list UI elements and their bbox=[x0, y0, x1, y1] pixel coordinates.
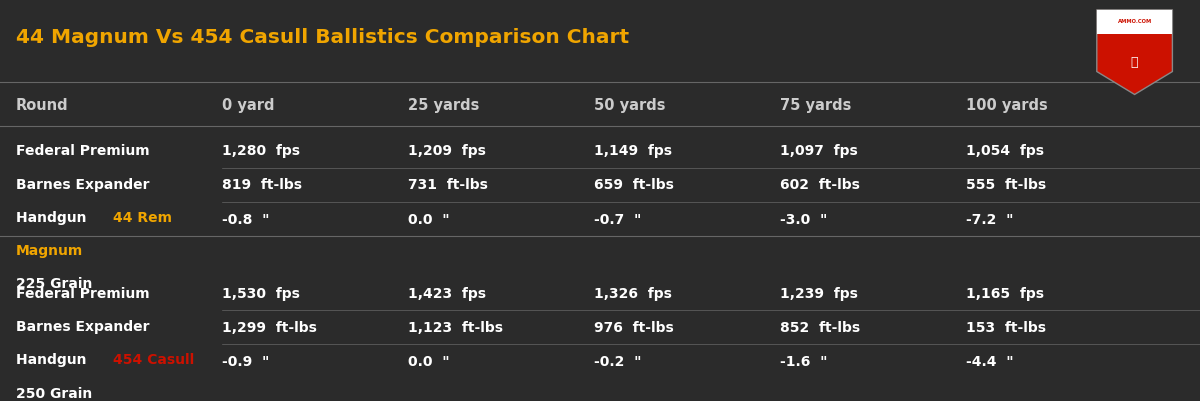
Text: 100 yards: 100 yards bbox=[966, 98, 1048, 113]
Text: 454 Casull: 454 Casull bbox=[113, 353, 194, 367]
Text: 25 yards: 25 yards bbox=[408, 98, 479, 113]
Text: 976  ft-lbs: 976 ft-lbs bbox=[594, 321, 673, 335]
Text: -3.0  ": -3.0 " bbox=[780, 213, 827, 227]
Text: 225 Grain: 225 Grain bbox=[16, 277, 92, 292]
Polygon shape bbox=[1097, 10, 1172, 34]
Text: 0 yard: 0 yard bbox=[222, 98, 275, 113]
Text: 44 Rem: 44 Rem bbox=[113, 211, 172, 225]
Text: Handgun: Handgun bbox=[16, 211, 91, 225]
Text: Handgun: Handgun bbox=[16, 353, 91, 367]
Text: 1,209  fps: 1,209 fps bbox=[408, 144, 486, 158]
Text: 1,123  ft-lbs: 1,123 ft-lbs bbox=[408, 321, 503, 335]
Text: 555  ft-lbs: 555 ft-lbs bbox=[966, 178, 1046, 192]
Text: Magnum: Magnum bbox=[16, 244, 83, 258]
Text: 1,326  fps: 1,326 fps bbox=[594, 287, 672, 301]
Text: 659  ft-lbs: 659 ft-lbs bbox=[594, 178, 674, 192]
Text: 1,097  fps: 1,097 fps bbox=[780, 144, 858, 158]
Text: 🔫: 🔫 bbox=[1130, 56, 1139, 69]
Text: 44 Magnum Vs 454 Casull Ballistics Comparison Chart: 44 Magnum Vs 454 Casull Ballistics Compa… bbox=[16, 28, 629, 47]
Text: 1,299  ft-lbs: 1,299 ft-lbs bbox=[222, 321, 317, 335]
Text: 1,530  fps: 1,530 fps bbox=[222, 287, 300, 301]
Text: Round: Round bbox=[16, 98, 68, 113]
Text: -1.6  ": -1.6 " bbox=[780, 355, 828, 369]
Text: -7.2  ": -7.2 " bbox=[966, 213, 1014, 227]
Text: -0.7  ": -0.7 " bbox=[594, 213, 641, 227]
Text: Federal Premium: Federal Premium bbox=[16, 144, 149, 158]
Text: 1,280  fps: 1,280 fps bbox=[222, 144, 300, 158]
Text: AMMO.COM: AMMO.COM bbox=[1117, 19, 1152, 24]
Text: 1,054  fps: 1,054 fps bbox=[966, 144, 1044, 158]
Text: 250 Grain: 250 Grain bbox=[16, 387, 92, 401]
Text: 75 yards: 75 yards bbox=[780, 98, 851, 113]
Text: -0.2  ": -0.2 " bbox=[594, 355, 642, 369]
Text: 153  ft-lbs: 153 ft-lbs bbox=[966, 321, 1046, 335]
Text: Federal Premium: Federal Premium bbox=[16, 287, 149, 301]
Text: 1,239  fps: 1,239 fps bbox=[780, 287, 858, 301]
Text: 0.0  ": 0.0 " bbox=[408, 213, 450, 227]
Text: -4.4  ": -4.4 " bbox=[966, 355, 1014, 369]
Text: 1,423  fps: 1,423 fps bbox=[408, 287, 486, 301]
Text: Barnes Expander: Barnes Expander bbox=[16, 320, 149, 334]
Text: 852  ft-lbs: 852 ft-lbs bbox=[780, 321, 860, 335]
Text: 50 yards: 50 yards bbox=[594, 98, 666, 113]
Text: -0.9  ": -0.9 " bbox=[222, 355, 269, 369]
Text: 731  ft-lbs: 731 ft-lbs bbox=[408, 178, 488, 192]
Text: 0.0  ": 0.0 " bbox=[408, 355, 450, 369]
Text: 1,149  fps: 1,149 fps bbox=[594, 144, 672, 158]
Polygon shape bbox=[1097, 10, 1172, 95]
Text: -0.8  ": -0.8 " bbox=[222, 213, 270, 227]
Text: Barnes Expander: Barnes Expander bbox=[16, 178, 149, 192]
Text: 819  ft-lbs: 819 ft-lbs bbox=[222, 178, 302, 192]
Text: 1,165  fps: 1,165 fps bbox=[966, 287, 1044, 301]
Text: 602  ft-lbs: 602 ft-lbs bbox=[780, 178, 860, 192]
